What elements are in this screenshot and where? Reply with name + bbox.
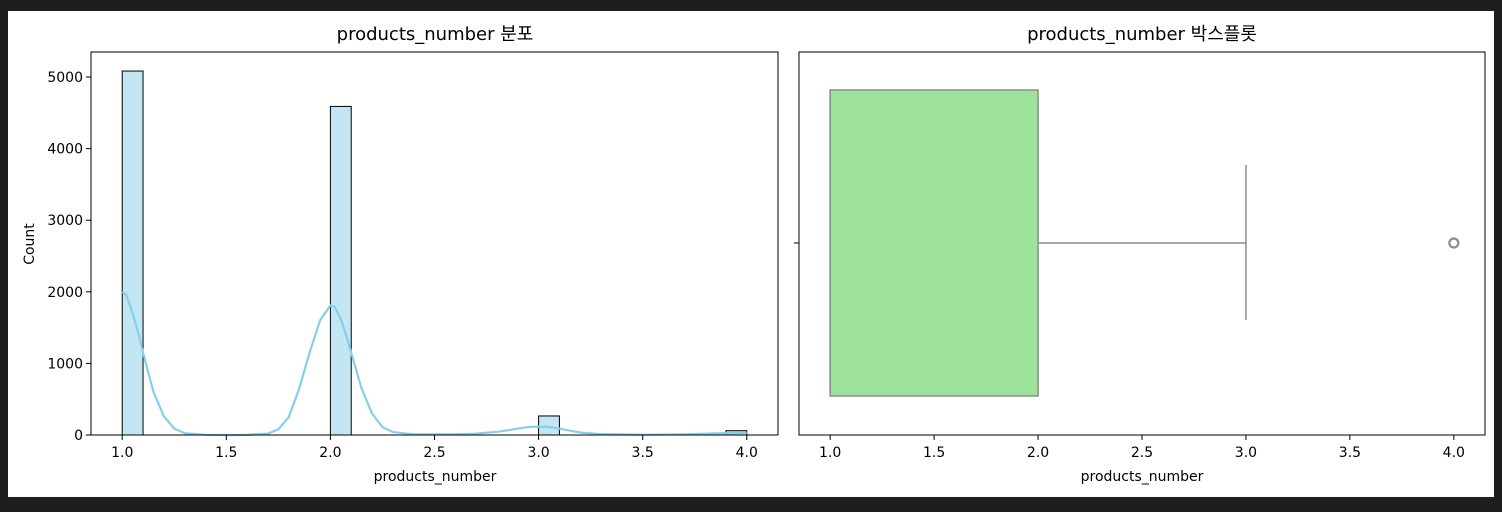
- histogram-y-tick-label-4: 4000: [47, 142, 83, 158]
- histogram-x-tick-label-6: 4.0: [736, 445, 758, 461]
- histogram-bar-0: [121, 70, 144, 436]
- histogram-bar-1: [329, 105, 352, 436]
- histogram-y-tick-label-2: 2000: [47, 285, 83, 301]
- histogram-x-ticks: 1.0 1.5 2.0 2.5 3.0 3.5 4.0: [111, 435, 758, 461]
- box-iqr: [829, 89, 1039, 397]
- histogram-y-tick-label-3: 3000: [47, 213, 83, 229]
- boxplot-x-tick-label-4: 3.0: [1235, 445, 1257, 461]
- boxplot-x-ticks: 1.0 1.5 2.0 2.5 3.0 3.5 4.0: [819, 435, 1465, 461]
- histogram-y-label: Count: [22, 223, 38, 265]
- histogram-y-tick-label-1: 1000: [47, 356, 83, 372]
- boxplot: [829, 89, 1460, 397]
- boxplot-axes-frame: [798, 51, 1486, 436]
- boxplot-x-tick-label-1: 1.5: [923, 445, 945, 461]
- histogram-x-tick-label-3: 2.5: [423, 445, 445, 461]
- figure-canvas: products_number 분포 1.0 1.5 2.0 2.5 3.0 3.5 4.0…: [22, 24, 1486, 485]
- histogram-x-label: products_number: [374, 469, 497, 485]
- histogram-axes-frame: [90, 51, 779, 436]
- histogram-x-tick-label-1: 1.5: [215, 445, 237, 461]
- histogram-y-ticks: 0 1000 2000 3000 4000 5000: [47, 70, 91, 444]
- histogram-y-tick-label-5: 5000: [47, 70, 83, 86]
- histogram-x-tick-label-2: 2.0: [319, 445, 341, 461]
- histogram-y-tick-label-0: 0: [74, 428, 83, 444]
- boxplot-x-tick-label-5: 3.5: [1339, 445, 1361, 461]
- boxplot-x-tick-label-3: 2.5: [1131, 445, 1153, 461]
- boxplot-panel: products_number 박스플롯 1.0 1.5 2.0 2.5 3.0 3.5 4…: [794, 24, 1486, 485]
- boxplot-x-tick-label-2: 2.0: [1027, 445, 1049, 461]
- histogram-bars: [121, 70, 748, 436]
- histogram-x-tick-label-5: 3.5: [632, 445, 654, 461]
- figure: products_number 분포 1.0 1.5 2.0 2.5 3.0 3.5 4.0…: [8, 11, 1494, 497]
- histogram-x-tick-label-4: 3.0: [527, 445, 549, 461]
- boxplot-x-label: products_number: [1081, 469, 1204, 485]
- histogram-panel: products_number 분포 1.0 1.5 2.0 2.5 3.0 3.5 4.0…: [22, 24, 779, 485]
- histogram-bar-2: [538, 415, 560, 436]
- boxplot-x-tick-label-6: 4.0: [1443, 445, 1465, 461]
- histogram-title: products_number 분포: [337, 24, 534, 45]
- histogram-x-tick-label-0: 1.0: [111, 445, 133, 461]
- boxplot-title: products_number 박스플롯: [1027, 24, 1257, 45]
- kde-curve: [121, 290, 747, 437]
- box-outlier-0: [1448, 237, 1460, 249]
- boxplot-x-tick-label-0: 1.0: [819, 445, 841, 461]
